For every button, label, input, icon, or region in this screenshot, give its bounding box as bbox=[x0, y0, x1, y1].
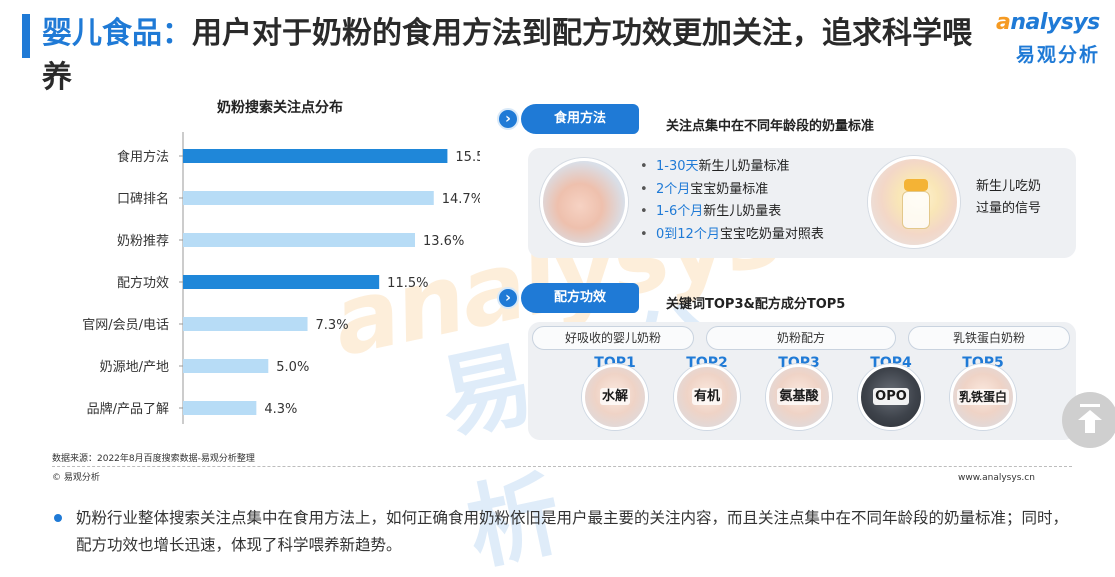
copyright-note: © 易观分析 bbox=[52, 473, 100, 483]
keyword-pill: 好吸收的婴儿奶粉 bbox=[532, 326, 694, 350]
data-label: 4.3% bbox=[264, 402, 297, 417]
bottle-photo-icon bbox=[868, 156, 960, 248]
chart-title: 奶粉搜索关注点分布 bbox=[217, 99, 343, 116]
logo-wordmark: analysys bbox=[996, 10, 1100, 35]
section1-description: 关注点集中在不同年龄段的奶量标准 bbox=[666, 119, 875, 134]
search-focus-bar-chart: 奶粉搜索关注点分布 食用方法 15.5% 口碑排名 14.7% 奶粉推荐 13.6% 配方功… bbox=[82, 99, 480, 424]
ingredient-circle: 水解 bbox=[582, 364, 648, 430]
feeding-standards-list: 1-30天新生儿奶量标准 2个月宝宝奶量标准 1-6个月新生儿奶量表 0到12个… bbox=[640, 156, 824, 246]
bar bbox=[183, 191, 434, 205]
analysys-logo: analysys 易观分析 bbox=[996, 8, 1108, 68]
summary-text: 奶粉行业整体搜索关注点集中在食用方法上，如何正确食用奶粉依旧是用户最主要的关注内… bbox=[76, 509, 1069, 554]
data-label: 5.0% bbox=[276, 360, 309, 375]
ingredient-circle: 乳铁蛋白 bbox=[950, 364, 1016, 430]
category-label: 奶源地/产地 bbox=[100, 360, 169, 375]
bar bbox=[183, 317, 308, 331]
arrow-up-icon bbox=[1080, 404, 1100, 407]
data-label: 14.7% bbox=[442, 192, 480, 207]
list-item: 1-6个月新生儿奶量表 bbox=[640, 201, 824, 224]
data-label: 15.5% bbox=[455, 150, 480, 165]
data-label: 11.5% bbox=[387, 276, 428, 291]
list-item: 2个月宝宝奶量标准 bbox=[640, 179, 824, 202]
category-label: 食用方法 bbox=[117, 149, 169, 165]
page-title: 婴儿食品：用户对于奶粉的食用方法到配方功效更加关注，追求科学喂养 bbox=[42, 12, 992, 100]
list-item: 1-30天新生儿奶量标准 bbox=[640, 156, 824, 179]
page-title-text: 用户对于奶粉的食用方法到配方功效更加关注，追求科学喂养 bbox=[42, 16, 972, 95]
data-label: 13.6% bbox=[423, 234, 464, 249]
logo-cn-text: 易观分析 bbox=[1016, 44, 1101, 66]
section1-chevron-icon: › bbox=[497, 108, 519, 130]
bar bbox=[183, 275, 380, 289]
bar bbox=[183, 401, 257, 415]
page-title-category: 婴儿食品： bbox=[42, 16, 192, 51]
data-source-note: 数据来源：2022年8月百度搜索数据-易观分析整理 bbox=[52, 454, 255, 464]
section2-chevron-icon: › bbox=[497, 287, 519, 309]
section1-badge: 食用方法 bbox=[521, 104, 639, 134]
bullet-dot-icon bbox=[54, 514, 62, 522]
section2-badge: 配方功效 bbox=[521, 283, 639, 313]
baby-photo-icon bbox=[540, 158, 628, 246]
title-accent-bar bbox=[22, 14, 30, 58]
section2-label: 配方功效 bbox=[553, 290, 606, 305]
category-label: 配方功效 bbox=[117, 275, 169, 291]
ingredient-circle: 氨基酸 bbox=[766, 364, 832, 430]
footer-divider bbox=[52, 466, 1072, 467]
website-url: www.analysys.cn bbox=[958, 473, 1035, 483]
data-label: 7.3% bbox=[316, 318, 349, 333]
keyword-pill: 奶粉配方 bbox=[706, 326, 896, 350]
ingredient-circle: 有机 bbox=[674, 364, 740, 430]
category-label: 官网/会员/电话 bbox=[82, 317, 169, 333]
section1-label: 食用方法 bbox=[553, 111, 606, 126]
bar bbox=[183, 233, 415, 247]
category-label: 品牌/产品了解 bbox=[87, 401, 169, 417]
ingredient-circle: OPO bbox=[858, 364, 924, 430]
bar bbox=[183, 359, 269, 373]
category-label: 奶粉推荐 bbox=[117, 234, 169, 249]
bar bbox=[183, 149, 448, 163]
list-item: 0到12个月宝宝吃奶量对照表 bbox=[640, 224, 824, 247]
overfeeding-signal-note: 新生儿吃奶 过量的信号 bbox=[976, 179, 1042, 216]
keyword-pill: 乳铁蛋白奶粉 bbox=[908, 326, 1070, 350]
category-label: 口碑排名 bbox=[117, 191, 169, 207]
section2-description: 关键词TOP3&配方成分TOP5 bbox=[666, 297, 846, 312]
scroll-to-top-button[interactable] bbox=[1062, 392, 1115, 448]
